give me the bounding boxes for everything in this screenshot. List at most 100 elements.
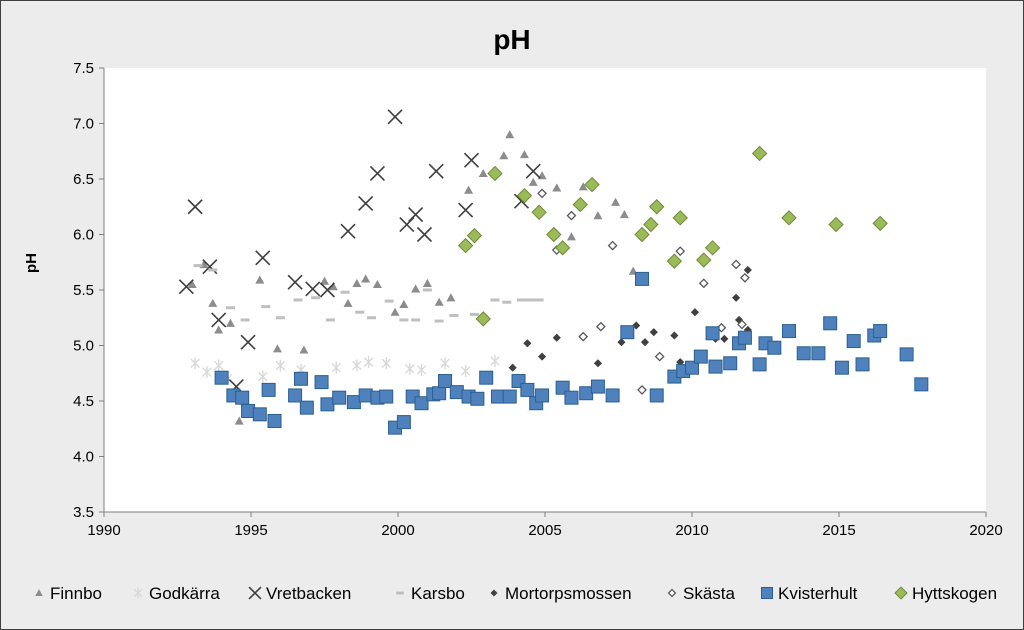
data-point-sk-sta xyxy=(698,278,709,289)
data-point-sk-sta xyxy=(737,319,747,330)
data-point-finnbo xyxy=(343,298,353,307)
legend-marker-godk-rra xyxy=(133,587,143,599)
chart-title: pH xyxy=(493,24,530,55)
data-point-kvisterhult xyxy=(235,390,250,405)
y-tick-label: 4.5 xyxy=(73,393,94,410)
data-point-kvisterhult xyxy=(579,386,594,401)
data-point-sk-sta xyxy=(740,272,750,283)
data-point-finnbo xyxy=(299,345,309,354)
data-point-kvisterhult xyxy=(620,325,635,340)
data-point-kvisterhult xyxy=(823,316,838,331)
data-point-sk-sta xyxy=(607,240,618,251)
data-point-karsbo xyxy=(502,300,512,304)
data-point-karsbo xyxy=(384,299,394,303)
data-point-kvisterhult xyxy=(846,334,861,349)
data-point-kvisterhult xyxy=(346,395,361,410)
data-point-finnbo xyxy=(255,275,265,284)
data-point-kvisterhult xyxy=(811,346,826,361)
data-point-vretbacken xyxy=(287,274,303,290)
data-point-karsbo xyxy=(411,318,421,322)
data-point-sk-sta xyxy=(637,384,647,395)
data-point-kvisterhult xyxy=(479,370,494,385)
data-point-mortorpsmossen xyxy=(523,339,532,348)
data-point-vretbacken xyxy=(463,152,480,168)
data-point-kvisterhult xyxy=(737,330,752,345)
data-point-kvisterhult xyxy=(752,357,767,372)
data-point-kvisterhult xyxy=(470,391,485,406)
data-point-finnbo xyxy=(434,297,444,306)
legend-item-mortorpsmossen: Mortorpsmossen xyxy=(490,584,632,603)
data-point-karsbo xyxy=(208,268,218,272)
data-point-vretbacken xyxy=(305,281,321,297)
legend-marker-sk-sta xyxy=(667,588,677,598)
data-point-sk-sta xyxy=(675,246,686,257)
data-point-vretbacken xyxy=(340,223,356,239)
data-point-mortorpsmossen xyxy=(720,334,729,343)
legend-item-godk-rra: Godkärra xyxy=(133,584,220,603)
data-point-karsbo xyxy=(193,264,203,268)
data-point-kvisterhult xyxy=(358,388,373,403)
data-point-kvisterhult xyxy=(293,371,308,386)
data-point-hyttskogen xyxy=(546,226,562,243)
data-point-finnbo xyxy=(619,210,629,219)
data-point-hyttskogen xyxy=(704,240,721,256)
data-point-godk-rra xyxy=(331,361,341,374)
data-point-sk-sta xyxy=(578,331,589,342)
data-point-karsbo xyxy=(275,316,285,320)
data-point-karsbo xyxy=(422,288,432,292)
data-point-kvisterhult xyxy=(241,403,256,418)
data-point-godk-rra xyxy=(440,357,450,370)
data-point-hyttskogen xyxy=(466,227,483,244)
data-point-finnbo xyxy=(320,276,329,285)
data-point-finnbo xyxy=(328,282,338,291)
data-point-finnbo xyxy=(225,318,235,327)
data-point-kvisterhult xyxy=(502,389,517,404)
data-point-kvisterhult xyxy=(396,415,411,430)
plot-area xyxy=(104,68,986,512)
data-point-sk-sta xyxy=(537,188,547,199)
y-tick-label: 5.5 xyxy=(73,282,94,299)
data-point-finnbo xyxy=(361,274,371,283)
legend-label-mortorpsmossen: Mortorpsmossen xyxy=(505,584,632,603)
data-point-finnbo xyxy=(390,307,400,316)
x-tick-label: 2020 xyxy=(969,522,1002,539)
data-point-hyttskogen xyxy=(516,187,533,204)
data-point-godk-rra xyxy=(202,366,212,379)
data-point-karsbo xyxy=(469,312,479,316)
data-point-vretbacken xyxy=(240,334,256,350)
data-point-kvisterhult xyxy=(449,385,464,400)
data-point-kvisterhult xyxy=(320,397,335,412)
y-tick-label: 6.5 xyxy=(73,171,94,188)
data-point-hyttskogen xyxy=(666,253,683,269)
data-point-karsbo xyxy=(261,305,271,309)
x-tick-label: 1990 xyxy=(87,522,120,539)
legend-label-sk-sta: Skästa xyxy=(683,584,736,603)
data-point-kvisterhult xyxy=(314,375,329,390)
data-point-karsbo xyxy=(325,318,335,322)
x-tick-label: 2010 xyxy=(675,522,708,539)
data-point-kvisterhult xyxy=(705,326,720,341)
data-point-finnbo xyxy=(446,293,456,302)
data-point-karsbo xyxy=(311,296,321,300)
data-point-finnbo xyxy=(566,232,576,241)
data-point-kvisterhult xyxy=(535,388,550,403)
data-point-karsbo xyxy=(293,298,303,302)
data-point-kvisterhult xyxy=(855,357,870,372)
data-point-vretbacken xyxy=(211,312,227,328)
data-point-vretbacken xyxy=(458,202,474,218)
data-point-finnbo xyxy=(352,278,362,287)
data-point-kvisterhult xyxy=(873,324,888,339)
data-point-finnbo xyxy=(214,325,224,334)
data-point-mortorpsmossen xyxy=(743,265,753,275)
data-point-vretbacken xyxy=(408,206,424,223)
data-point-vretbacken xyxy=(319,282,336,298)
data-point-kvisterhult xyxy=(796,346,811,361)
data-point-finnbo xyxy=(578,182,588,191)
legend-marker-finnbo xyxy=(35,589,43,597)
data-point-hyttskogen xyxy=(751,145,768,162)
y-tick-label: 5.0 xyxy=(73,338,94,355)
data-point-karsbo xyxy=(225,306,235,310)
data-point-godk-rra xyxy=(190,357,200,370)
data-point-godk-rra xyxy=(258,370,268,383)
